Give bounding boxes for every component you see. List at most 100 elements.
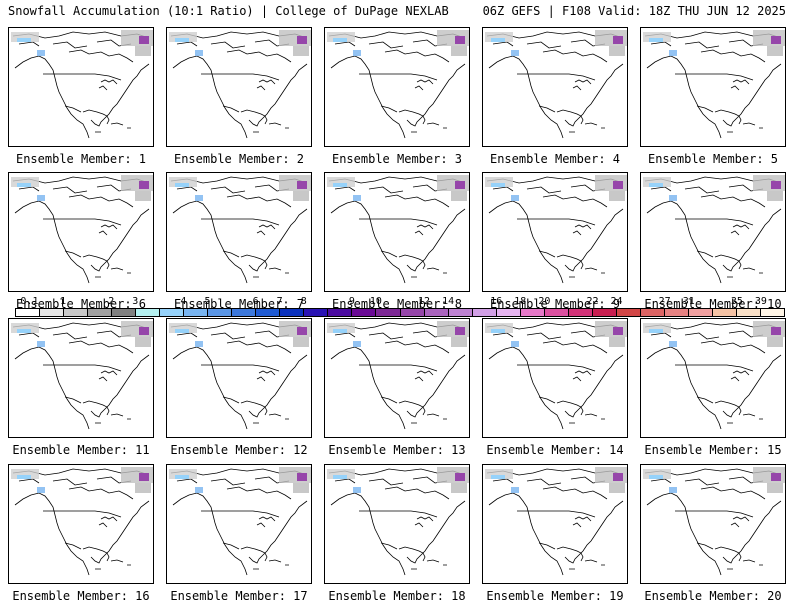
colorbar-segment xyxy=(448,309,473,316)
colorbar-tick-label: 20 xyxy=(538,296,551,307)
colorbar-segment xyxy=(472,309,497,316)
snowfall-shading xyxy=(485,30,627,56)
snowfall-shading xyxy=(643,30,785,56)
snowfall-colorbar xyxy=(15,308,785,317)
ensemble-map-panel xyxy=(8,318,154,438)
colorbar-tick-label: 27 xyxy=(658,296,671,307)
colorbar-tick-label: 12 xyxy=(418,296,431,307)
ensemble-member-label: Ensemble Member: 13 xyxy=(328,443,466,457)
north-america-map xyxy=(643,467,785,576)
colorbar-segment xyxy=(520,309,545,316)
ensemble-map-panel xyxy=(324,27,470,147)
north-america-map xyxy=(169,30,311,139)
snowfall-shading xyxy=(169,30,311,56)
colorbar-segment xyxy=(256,309,281,316)
colorbar-segment xyxy=(760,309,784,316)
colorbar-tick-label: 16 xyxy=(490,296,503,307)
colorbar-segment xyxy=(280,309,305,316)
colorbar-tick-label: 7 xyxy=(276,296,283,307)
colorbar-tick-label: 14 xyxy=(442,296,455,307)
north-america-map xyxy=(485,321,627,430)
ensemble-member-label: Ensemble Member: 5 xyxy=(647,152,779,166)
north-america-map xyxy=(327,321,469,430)
ensemble-map-panel xyxy=(8,27,154,147)
ensemble-map-panel xyxy=(324,318,470,438)
ensemble-member-label: Ensemble Member: 19 xyxy=(486,589,624,603)
colorbar-segment xyxy=(712,309,737,316)
colorbar-tick-label: 31 xyxy=(682,296,695,307)
colorbar-segment xyxy=(64,309,89,316)
ensemble-member-label: Ensemble Member: 15 xyxy=(644,443,782,457)
ensemble-member-label: Ensemble Member: 7 xyxy=(173,297,305,311)
ensemble-member-label: Ensemble Member: 12 xyxy=(170,443,308,457)
colorbar-segment xyxy=(88,309,113,316)
colorbar-segment xyxy=(304,309,329,316)
ensemble-member-label: Ensemble Member: 18 xyxy=(328,589,466,603)
colorbar-segment xyxy=(16,309,41,316)
snowfall-shading xyxy=(485,467,627,493)
ensemble-map-panel xyxy=(482,318,628,438)
colorbar-segment xyxy=(688,309,713,316)
colorbar-segment xyxy=(736,309,761,316)
colorbar-segment xyxy=(400,309,425,316)
north-america-map xyxy=(327,30,469,139)
ensemble-map-panel xyxy=(640,318,786,438)
colorbar-segment xyxy=(136,309,161,316)
ensemble-map-panel xyxy=(482,172,628,292)
ensemble-member-label: Ensemble Member: 4 xyxy=(489,152,621,166)
colorbar-segment xyxy=(544,309,569,316)
colorbar-tick-label: 2 xyxy=(108,296,115,307)
colorbar-tick-label: 10 xyxy=(369,296,382,307)
ensemble-map-panel xyxy=(324,172,470,292)
colorbar-tick-label: 8 xyxy=(300,296,307,307)
snowfall-shading xyxy=(169,175,311,201)
north-america-map xyxy=(11,321,153,430)
colorbar-tick-label: 39 xyxy=(754,296,767,307)
colorbar-tick-label: 6 xyxy=(252,296,259,307)
snowfall-shading xyxy=(327,467,469,493)
north-america-map xyxy=(11,467,153,576)
snowfall-shading xyxy=(643,175,785,201)
snowfall-shading xyxy=(11,175,153,201)
colorbar-tick-label: 4 xyxy=(180,296,187,307)
north-america-map xyxy=(169,467,311,576)
ensemble-member-label: Ensemble Member: 20 xyxy=(644,589,782,603)
colorbar-segment xyxy=(376,309,401,316)
ensemble-member-label: Ensemble Member: 10 xyxy=(644,297,782,311)
snowfall-shading xyxy=(11,30,153,56)
colorbar-segment xyxy=(616,309,641,316)
north-america-map xyxy=(485,30,627,139)
colorbar-tick-label: 3 xyxy=(132,296,139,307)
colorbar-tick-label: 1 xyxy=(60,296,67,307)
north-america-map xyxy=(169,321,311,430)
model-run-info: 06Z GEFS | F108 Valid: 18Z THU JUN 12 20… xyxy=(482,4,786,18)
snowfall-shading xyxy=(327,321,469,347)
north-america-map xyxy=(11,30,153,139)
colorbar-segment xyxy=(328,309,353,316)
north-america-map xyxy=(169,175,311,284)
colorbar-tick-label: 5 xyxy=(204,296,211,307)
snowfall-shading xyxy=(327,30,469,56)
north-america-map xyxy=(327,175,469,284)
colorbar-segment xyxy=(184,309,209,316)
colorbar-segment xyxy=(640,309,665,316)
snowfall-shading xyxy=(643,467,785,493)
colorbar-segment xyxy=(424,309,449,316)
ensemble-map-panel xyxy=(640,27,786,147)
ensemble-map-panel xyxy=(166,172,312,292)
ensemble-map-panel xyxy=(324,464,470,584)
colorbar-segment xyxy=(568,309,593,316)
colorbar-segment xyxy=(40,309,65,316)
colorbar-tick-labels: 0.1 1 2 3 4 5 6 7 8 9 10 12 14 16 18 20 22 24 27 31 35 39 xyxy=(15,296,785,308)
colorbar-tick-label: 24 xyxy=(610,296,623,307)
ensemble-map-panel xyxy=(166,27,312,147)
ensemble-member-label: Ensemble Member: 3 xyxy=(331,152,463,166)
ensemble-map-panel xyxy=(8,172,154,292)
colorbar-segment xyxy=(112,309,137,316)
colorbar-segment xyxy=(160,309,185,316)
ensemble-map-panel xyxy=(166,318,312,438)
ensemble-map-panel xyxy=(482,27,628,147)
snowfall-shading xyxy=(11,467,153,493)
colorbar-segment xyxy=(592,309,617,316)
snowfall-shading xyxy=(643,321,785,347)
